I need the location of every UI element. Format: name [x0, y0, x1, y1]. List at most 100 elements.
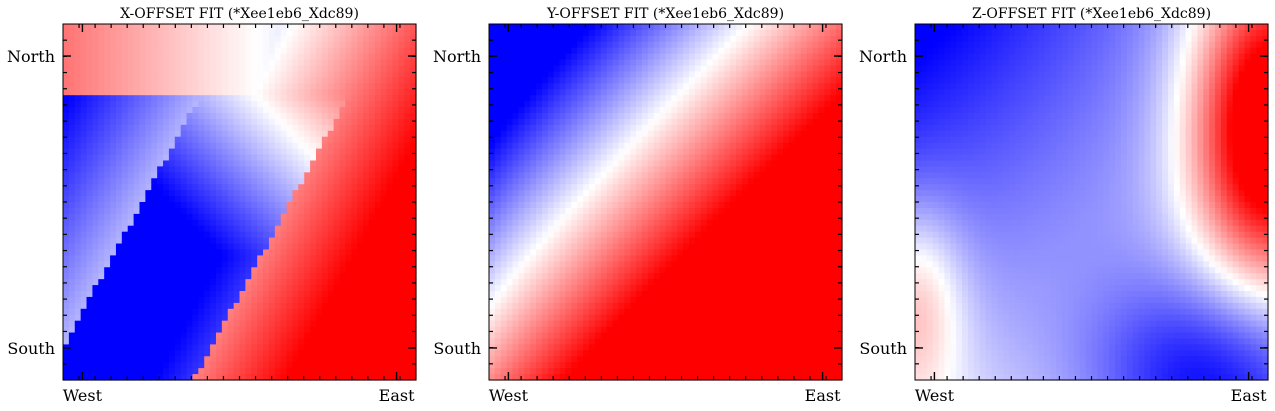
heatmap-cell [133, 356, 141, 363]
heatmap-cell [68, 130, 76, 138]
heatmap-cell [192, 89, 199, 96]
heatmap-cell [145, 314, 152, 322]
heatmap-cell [512, 118, 520, 126]
heatmap-cell [174, 166, 182, 173]
heatmap-cell [536, 124, 543, 132]
heatmap-cell [345, 237, 352, 245]
heatmap-cell [227, 29, 235, 37]
heatmap-cell [600, 148, 608, 156]
heatmap-cell [221, 77, 229, 84]
heatmap-cell [518, 53, 525, 61]
heatmap-cell [339, 255, 346, 262]
heatmap-cell [647, 53, 655, 61]
heatmap-cell [115, 267, 123, 274]
heatmap-cell [368, 196, 376, 203]
heatmap-cell [812, 59, 820, 67]
heatmap-cell [133, 374, 141, 381]
heatmap-cell [239, 59, 246, 67]
heatmap-cell [215, 77, 223, 84]
heatmap-cell [571, 71, 578, 78]
heatmap-cell [741, 118, 749, 126]
heatmap-cell [280, 302, 288, 310]
heatmap-cell [577, 47, 584, 55]
heatmap-cell [174, 338, 182, 345]
heatmap-cell [192, 101, 199, 108]
heatmap-cell [494, 142, 502, 150]
heatmap-cell [251, 314, 258, 322]
heatmap-cell [600, 107, 608, 114]
heatmap-cell [80, 225, 88, 233]
heatmap-cell [310, 172, 317, 179]
heatmap-cell [204, 154, 211, 162]
heatmap-cell [227, 160, 235, 167]
heatmap-cell [233, 267, 241, 274]
heatmap-cell [192, 344, 199, 351]
heatmap-cell [653, 47, 661, 55]
heatmap-cell [489, 24, 496, 31]
heatmap-cell [512, 130, 520, 138]
heatmap-cell [374, 207, 382, 215]
heatmap-cell [92, 207, 99, 215]
heatmap-cell [245, 243, 252, 251]
heatmap-cell [292, 101, 299, 108]
heatmap-cell [794, 130, 802, 138]
heatmap-cell [210, 184, 217, 191]
heatmap-cell [263, 243, 270, 251]
heatmap-cell [310, 291, 317, 298]
heatmap-cell [310, 344, 317, 351]
heatmap-cell [292, 142, 299, 150]
heatmap-cell [310, 279, 317, 286]
heatmap-cell [98, 302, 105, 310]
heatmap-cell [215, 296, 223, 304]
heatmap-cell [251, 261, 258, 268]
heatmap-cell [357, 207, 364, 215]
heatmap-cell [245, 291, 252, 298]
heatmap-cell [339, 95, 346, 102]
heatmap-cell [163, 190, 170, 197]
heatmap-cell [665, 53, 672, 61]
heatmap-cell [298, 326, 305, 334]
heatmap-cell [494, 35, 502, 43]
heatmap-cell [186, 285, 194, 292]
heatmap-cell [374, 231, 382, 239]
heatmap-cell [174, 118, 182, 126]
heatmap-cell [694, 35, 702, 43]
heatmap-cell [386, 302, 394, 310]
heatmap-cell [139, 302, 146, 310]
heatmap-cell [700, 113, 708, 120]
heatmap-cell [357, 89, 364, 96]
heatmap-cell [104, 338, 111, 345]
heatmap-cell [204, 41, 211, 49]
heatmap-cell [706, 47, 714, 55]
heatmap-cell [257, 47, 264, 55]
heatmap-cell [174, 53, 182, 61]
heatmap-cell [410, 113, 417, 120]
heatmap-cell [339, 326, 346, 334]
heatmap-cell [500, 136, 508, 144]
heatmap-cell [86, 142, 94, 150]
heatmap-cell [765, 24, 772, 31]
heatmap-cell [280, 89, 288, 96]
heatmap-cell [677, 65, 684, 73]
heatmap-cell [506, 101, 514, 108]
heatmap-cell [215, 291, 223, 298]
heatmap-cell [374, 261, 382, 268]
heatmap-cell [174, 24, 182, 31]
heatmap-cell [836, 47, 843, 55]
heatmap-cell [321, 89, 329, 96]
heatmap-cell [280, 362, 288, 369]
heatmap-cell [168, 291, 176, 298]
heatmap-cell [74, 237, 82, 245]
heatmap-cell [683, 101, 690, 108]
heatmap-cell [310, 302, 317, 310]
heatmap-cell [327, 136, 335, 144]
heatmap-cell [298, 302, 305, 310]
heatmap-cell [145, 29, 152, 37]
heatmap-cell [127, 285, 135, 292]
heatmap-cell [227, 202, 235, 209]
heatmap-cell [304, 178, 311, 185]
heatmap-cell [724, 59, 731, 67]
heatmap-cell [139, 59, 146, 67]
heatmap-cell [368, 356, 376, 363]
heatmap-cell [274, 89, 282, 96]
